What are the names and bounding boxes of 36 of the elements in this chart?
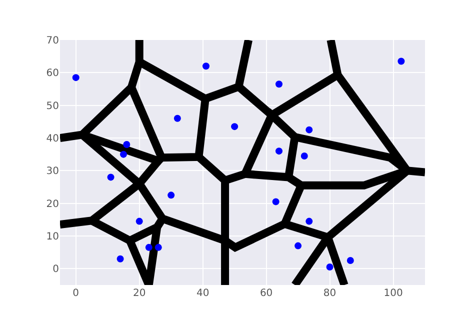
y-tick-label: 50 <box>46 100 59 112</box>
x-tick-label: 20 <box>132 288 146 299</box>
x-tick-label: 60 <box>260 288 273 299</box>
point <box>145 244 152 251</box>
y-tick-label: 40 <box>46 134 59 144</box>
point <box>154 244 162 251</box>
point <box>72 74 80 82</box>
point <box>294 242 302 250</box>
point <box>276 80 282 88</box>
y-tick-label: 60 <box>46 68 59 80</box>
point <box>300 152 308 160</box>
point <box>107 174 114 181</box>
point <box>202 62 210 70</box>
point <box>168 192 175 199</box>
point <box>346 257 354 264</box>
y-tick-label: 0 <box>52 264 59 276</box>
y-tick-label: 10 <box>46 232 59 242</box>
point <box>231 123 238 130</box>
point <box>174 114 181 122</box>
point <box>136 218 143 225</box>
y-tick-label: 20 <box>46 198 59 210</box>
point <box>272 198 280 206</box>
point <box>306 218 313 225</box>
point <box>398 58 405 65</box>
point <box>116 255 124 262</box>
point <box>306 126 313 134</box>
y-tick-label: 30 <box>46 166 59 178</box>
point <box>276 148 282 155</box>
point <box>326 264 334 271</box>
x-tick-label: 80 <box>323 288 336 299</box>
x-tick-label: 100 <box>384 288 403 299</box>
point <box>123 141 130 148</box>
y-tick-label: 70 <box>46 36 59 46</box>
x-tick-label: 0 <box>72 288 80 299</box>
x-tick-label: 40 <box>196 288 210 299</box>
point <box>120 150 127 158</box>
